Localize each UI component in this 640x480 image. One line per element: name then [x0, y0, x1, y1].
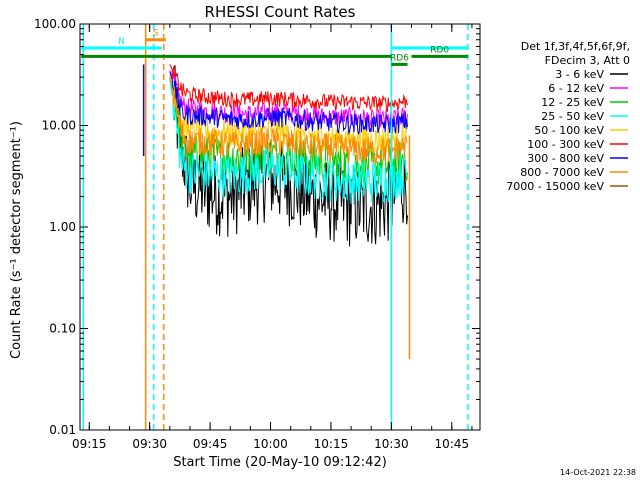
series-line-3: [169, 80, 408, 204]
series-line-7: [169, 76, 408, 165]
y-tick-label-1: 0.10: [49, 322, 76, 336]
series-line-0: [169, 65, 408, 247]
legend-header-line-1: Det 1f,3f,4f,5f,6f,9f,: [521, 40, 630, 53]
legend-header-line-2: FDecim 3, Att 0: [545, 54, 630, 67]
y-tick-label-4: 100.00: [34, 17, 76, 31]
state-bar-label-4: RD0: [430, 45, 449, 55]
y-axis-label: Count Rate (s⁻¹ detector segment⁻¹): [9, 121, 24, 359]
x-tick-label-2: 09:45: [193, 437, 228, 451]
footer-timestamp: 14-Oct-2021 22:38: [560, 468, 636, 477]
series-line-6: [169, 71, 408, 135]
state-bar-label-5: RD6: [390, 53, 409, 63]
x-axis-label: Start Time (20-May-10 09:12:42): [173, 455, 387, 470]
x-tick-label-3: 10:00: [253, 437, 288, 451]
x-tick-label-6: 10:45: [435, 437, 470, 451]
chart-title: RHESSI Count Rates: [205, 3, 356, 21]
y-tick-label-3: 10.00: [42, 119, 76, 133]
plot-area: [142, 64, 411, 360]
legend-label-8: 7000 - 15000 keV: [506, 180, 604, 193]
legend-label-4: 50 - 100 keV: [534, 124, 604, 137]
x-tick-label-5: 10:30: [374, 437, 409, 451]
state-bar-label-1: N: [118, 37, 125, 47]
state-bar-label-0: S: [153, 29, 159, 39]
x-tick-label-0: 09:15: [72, 437, 107, 451]
axes: 0.01 0.10 1.00 10.00 100.00 09:15 09:30 09:45 10…: [34, 17, 481, 451]
y-tick-label-2: 1.00: [49, 220, 76, 234]
legend-label-2: 12 - 25 keV: [541, 96, 604, 109]
x-tick-label-4: 10:15: [314, 437, 349, 451]
plot-frame: [79, 23, 481, 431]
legend-label-7: 800 - 7000 keV: [520, 166, 604, 179]
legend-label-1: 6 - 12 keV: [548, 82, 604, 95]
x-tick-label-1: 09:30: [132, 437, 167, 451]
legend-label-3: 25 - 50 keV: [541, 110, 604, 123]
series-line-5: [169, 64, 408, 112]
y-tick-label-0: 0.01: [49, 423, 76, 437]
legend-label-5: 100 - 300 keV: [527, 138, 604, 151]
instrument-state-overlays: S N RD0 RD6: [81, 24, 469, 430]
legend-label-0: 3 - 6 keV: [555, 68, 604, 81]
legend-label-6: 300 - 800 keV: [527, 152, 604, 165]
